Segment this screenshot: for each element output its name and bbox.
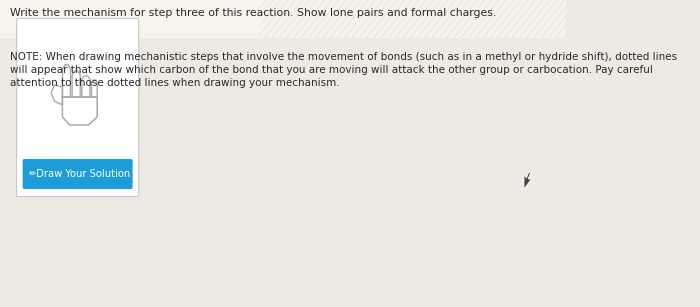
Bar: [0, 0, 259, 38]
Bar: [0, 0, 566, 38]
Text: Draw Your Solution: Draw Your Solution: [33, 169, 130, 179]
Text: ✏: ✏: [29, 169, 36, 178]
Text: Write the mechanism for step three of this reaction. Show lone pairs and formal : Write the mechanism for step three of th…: [10, 8, 496, 18]
Text: attention to those dotted lines when drawing your mechanism.: attention to those dotted lines when dra…: [10, 78, 340, 88]
Text: NOTE: When drawing mechanistic steps that involve the movement of bonds (such as: NOTE: When drawing mechanistic steps tha…: [10, 52, 677, 62]
Text: will appear that show which carbon of the bond that you are moving will attack t: will appear that show which carbon of th…: [10, 65, 652, 75]
FancyBboxPatch shape: [17, 18, 139, 196]
Polygon shape: [524, 172, 531, 189]
FancyBboxPatch shape: [22, 159, 132, 189]
